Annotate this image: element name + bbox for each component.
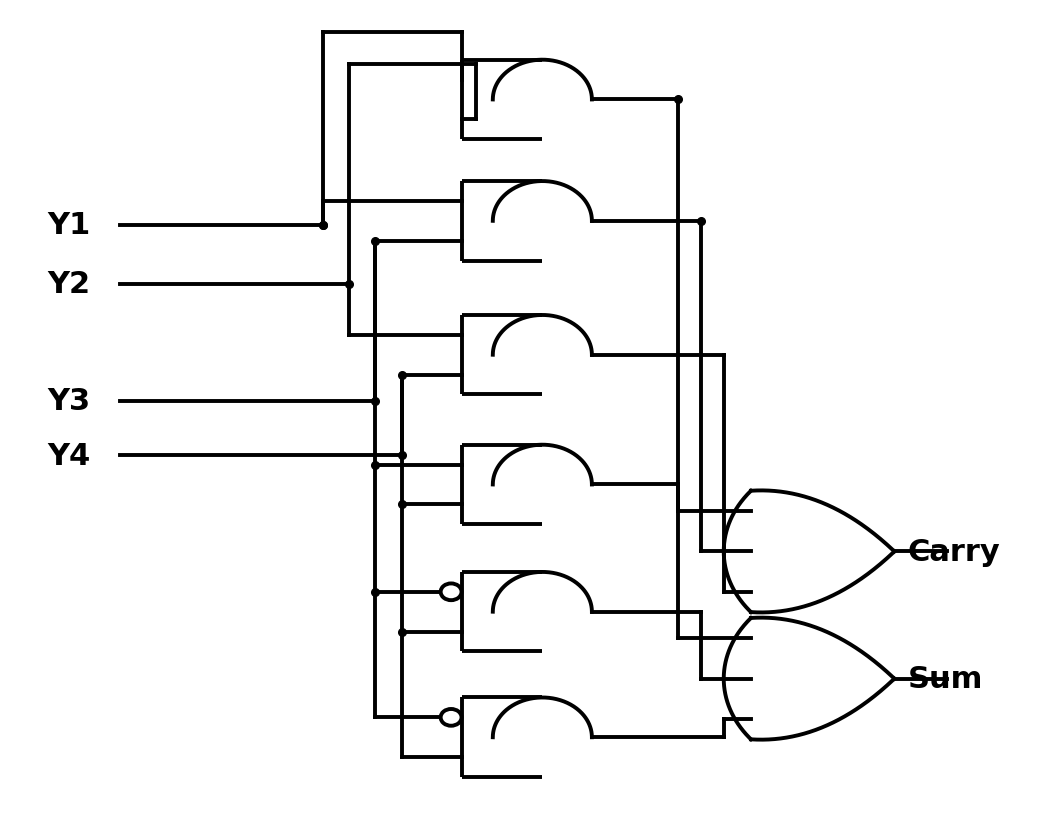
- Text: Y3: Y3: [47, 387, 90, 415]
- Text: Y4: Y4: [47, 441, 90, 470]
- Text: Sum: Sum: [907, 665, 983, 693]
- Text: Y2: Y2: [47, 270, 90, 298]
- Text: Y1: Y1: [47, 212, 90, 240]
- Circle shape: [440, 709, 461, 726]
- Circle shape: [440, 584, 461, 600]
- Text: Carry: Carry: [907, 538, 1000, 566]
